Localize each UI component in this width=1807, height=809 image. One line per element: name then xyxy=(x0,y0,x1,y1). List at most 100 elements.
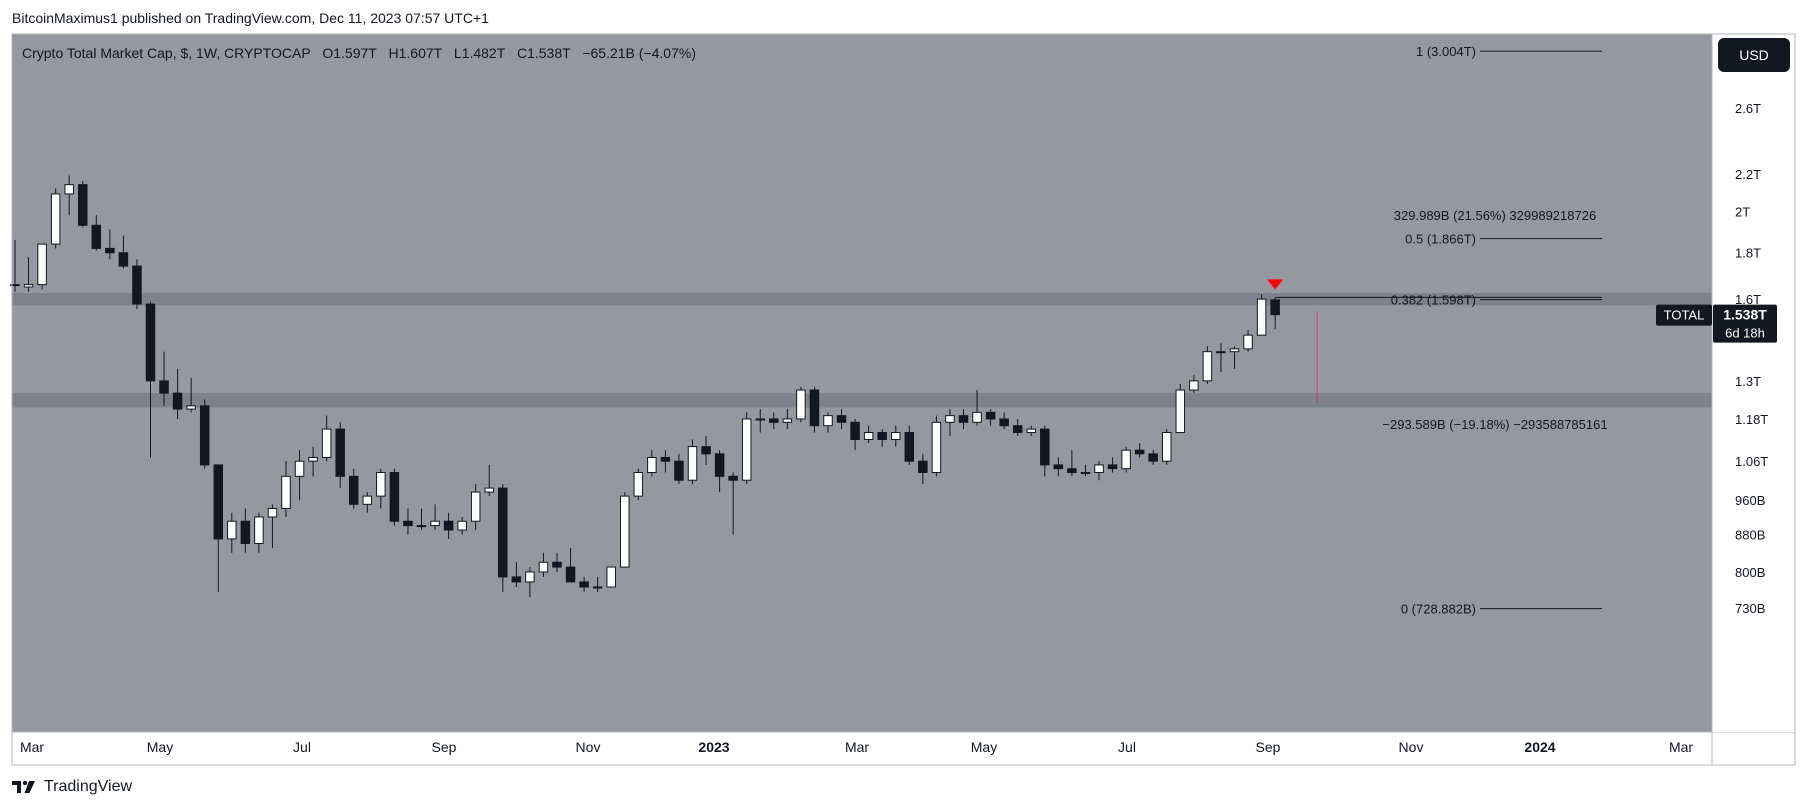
candle-body xyxy=(443,520,454,531)
candle-body xyxy=(105,247,115,254)
candle-body xyxy=(23,284,34,288)
candle-body xyxy=(240,520,251,544)
candle-62 xyxy=(850,418,860,451)
candle-48 xyxy=(660,450,671,473)
candle-26 xyxy=(362,492,373,513)
plot-area[interactable] xyxy=(12,34,1712,732)
candle-body xyxy=(741,418,752,481)
candle-body xyxy=(10,284,20,287)
candle-11 xyxy=(159,351,169,406)
x-tick-label-6: Mar xyxy=(845,739,869,755)
candle-72 xyxy=(985,409,996,426)
candle-39 xyxy=(538,552,549,577)
candle-body xyxy=(349,475,359,505)
candle-body xyxy=(172,392,183,410)
symbol-name: Crypto Total Market Cap, $, 1W, CRYPTOCA… xyxy=(22,45,311,61)
candle-76 xyxy=(1040,425,1050,477)
y-axis[interactable] xyxy=(1712,34,1795,732)
candle-body xyxy=(904,432,915,462)
candle-body xyxy=(782,418,793,423)
candle-85 xyxy=(1162,429,1172,465)
candle-body xyxy=(267,507,278,518)
x-axis[interactable] xyxy=(12,732,1712,765)
candle-5 xyxy=(78,180,88,228)
candle-body xyxy=(1121,449,1131,470)
candle-body xyxy=(145,303,156,382)
candle-body xyxy=(1216,351,1226,354)
candle-17 xyxy=(240,508,251,553)
candle-body xyxy=(416,525,427,528)
candle-93 xyxy=(1270,297,1280,330)
candle-body xyxy=(945,415,955,423)
candle-body xyxy=(985,411,996,420)
candle-53 xyxy=(728,472,738,535)
candlesticks xyxy=(10,175,1280,598)
candle-body xyxy=(565,566,576,583)
candle-49 xyxy=(674,453,684,485)
candle-body xyxy=(592,586,603,589)
y-tick-label-9: 880B xyxy=(1735,527,1765,542)
candle-57 xyxy=(782,409,793,430)
low-value: 1.482T xyxy=(461,45,506,61)
x-tick-label-7: May xyxy=(971,739,997,755)
candle-body xyxy=(660,456,671,462)
candle-body xyxy=(227,520,237,540)
candle-body xyxy=(769,418,779,423)
down-arrow-icon xyxy=(1267,279,1284,290)
candle-65 xyxy=(891,425,901,447)
candle-61 xyxy=(836,409,847,430)
candle-88 xyxy=(1202,346,1213,384)
candle-36 xyxy=(498,484,508,593)
candle-67 xyxy=(918,453,928,485)
candle-50 xyxy=(687,439,698,485)
candle-54 xyxy=(741,412,752,485)
candle-body xyxy=(1162,432,1172,462)
symbol-tag xyxy=(1656,304,1712,326)
candle-body xyxy=(606,566,616,588)
candle-body xyxy=(199,405,210,466)
candle-body xyxy=(620,495,630,568)
change-value: −65.21B (−4.07%) xyxy=(582,45,696,61)
candle-31 xyxy=(430,504,440,530)
candle-27 xyxy=(376,468,386,509)
candle-body xyxy=(294,460,305,477)
bar-countdown: 6d 18h xyxy=(1725,326,1765,341)
fib-label-2: 0.382 (1.598T) xyxy=(1391,293,1476,308)
candle-body xyxy=(1053,464,1064,470)
candle-body xyxy=(809,389,820,427)
close-value: 1.538T xyxy=(527,45,571,61)
candle-1 xyxy=(23,257,34,292)
y-tick-label-10: 800B xyxy=(1735,565,1765,580)
x-tick-label-0: Mar xyxy=(20,739,44,755)
currency-button[interactable]: USD xyxy=(1718,38,1790,72)
candle-59 xyxy=(809,386,820,433)
candle-84 xyxy=(1148,450,1158,465)
candle-body xyxy=(37,243,47,286)
candle-83 xyxy=(1134,443,1145,458)
candle-body xyxy=(1148,453,1158,462)
candle-body xyxy=(403,520,413,527)
candle-body xyxy=(958,415,969,423)
high-label: H xyxy=(388,45,399,61)
candle-body xyxy=(376,471,386,497)
candle-87 xyxy=(1189,374,1199,394)
zone-1 xyxy=(12,393,1712,408)
candle-12 xyxy=(172,368,183,419)
x-tick-label-8: Jul xyxy=(1118,739,1136,755)
candle-78 xyxy=(1067,450,1077,477)
candle-body xyxy=(1202,351,1213,382)
candle-55 xyxy=(755,409,765,433)
candle-body xyxy=(674,460,684,481)
candle-40 xyxy=(552,552,562,572)
measure-annotation-1: −293.589B (−19.18%) −293588785161 xyxy=(1382,417,1607,432)
candle-body xyxy=(687,446,698,481)
candle-86 xyxy=(1175,383,1186,434)
y-tick-label-5: 1.3T xyxy=(1735,374,1761,389)
candle-body xyxy=(891,432,901,441)
candle-75 xyxy=(1026,425,1036,437)
candle-18 xyxy=(254,512,264,553)
close-label: C xyxy=(516,45,528,61)
candle-body xyxy=(1270,299,1280,316)
candle-91 xyxy=(1243,329,1253,352)
